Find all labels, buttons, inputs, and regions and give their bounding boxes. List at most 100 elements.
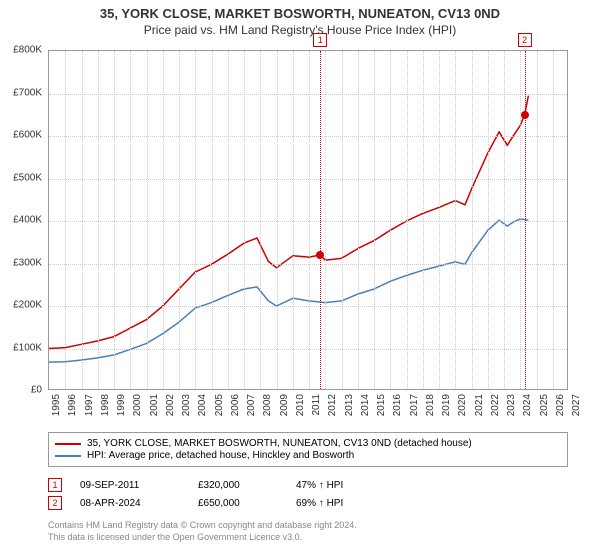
xtick-label: 2013 bbox=[344, 394, 355, 416]
xtick-label: 1998 bbox=[100, 394, 111, 416]
xtick-label: 2007 bbox=[246, 394, 257, 416]
xtick-label: 2011 bbox=[311, 394, 322, 416]
gridline-v bbox=[488, 51, 489, 389]
sale-vline bbox=[320, 51, 321, 389]
ytick-label: £800K bbox=[0, 45, 42, 56]
ytick-label: £300K bbox=[0, 257, 42, 268]
gridline-v bbox=[65, 51, 66, 389]
sale-marker-box: 2 bbox=[518, 33, 532, 47]
gridline-v bbox=[537, 51, 538, 389]
gridline-v bbox=[520, 51, 521, 389]
xtick-label: 2008 bbox=[262, 394, 273, 416]
sale-index-box: 1 bbox=[48, 478, 62, 492]
xtick-label: 2005 bbox=[214, 394, 225, 416]
sale-marker-box: 1 bbox=[313, 33, 327, 47]
xtick-label: 1999 bbox=[116, 394, 127, 416]
xtick-label: 2012 bbox=[327, 394, 338, 416]
xtick-label: 1995 bbox=[51, 394, 62, 416]
gridline-v bbox=[439, 51, 440, 389]
title-block: 35, YORK CLOSE, MARKET BOSWORTH, NUNEATO… bbox=[0, 0, 600, 39]
xtick-label: 2025 bbox=[539, 394, 550, 416]
footer: Contains HM Land Registry data © Crown c… bbox=[48, 520, 568, 543]
gridline-v bbox=[553, 51, 554, 389]
gridline-h bbox=[49, 306, 567, 307]
sale-price: £650,000 bbox=[198, 498, 278, 509]
gridline-v bbox=[130, 51, 131, 389]
gridline-v bbox=[472, 51, 473, 389]
ytick-label: £700K bbox=[0, 87, 42, 98]
legend: 35, YORK CLOSE, MARKET BOSWORTH, NUNEATO… bbox=[48, 432, 568, 467]
sale-row: 2 08-APR-2024 £650,000 69% ↑ HPI bbox=[48, 496, 568, 510]
sale-pct: 47% ↑ HPI bbox=[296, 480, 343, 491]
plot: 12 bbox=[48, 50, 568, 390]
xtick-label: 2001 bbox=[149, 394, 160, 416]
gridline-v bbox=[163, 51, 164, 389]
xtick-label: 1996 bbox=[67, 394, 78, 416]
sales-table: 109-SEP-2011£320,00047% ↑ HPI208-APR-202… bbox=[48, 474, 568, 514]
gridline-v bbox=[309, 51, 310, 389]
gridline-h bbox=[49, 94, 567, 95]
gridline-v bbox=[342, 51, 343, 389]
legend-swatch bbox=[55, 455, 81, 457]
legend-label: HPI: Average price, detached house, Hinc… bbox=[87, 450, 354, 461]
gridline-v bbox=[212, 51, 213, 389]
legend-row: 35, YORK CLOSE, MARKET BOSWORTH, NUNEATO… bbox=[55, 438, 561, 449]
gridline-h bbox=[49, 221, 567, 222]
footer-line-2: This data is licensed under the Open Gov… bbox=[48, 532, 568, 544]
gridline-v bbox=[114, 51, 115, 389]
sale-dot bbox=[521, 111, 529, 119]
xtick-label: 2026 bbox=[555, 394, 566, 416]
sale-price: £320,000 bbox=[198, 480, 278, 491]
xtick-label: 1997 bbox=[84, 394, 95, 416]
gridline-v bbox=[244, 51, 245, 389]
gridline-h bbox=[49, 136, 567, 137]
xtick-label: 2014 bbox=[360, 394, 371, 416]
ytick-label: £500K bbox=[0, 172, 42, 183]
series-line bbox=[49, 219, 528, 362]
xtick-label: 2003 bbox=[181, 394, 192, 416]
xtick-label: 2021 bbox=[474, 394, 485, 416]
xtick-label: 2017 bbox=[409, 394, 420, 416]
xtick-label: 2015 bbox=[376, 394, 387, 416]
chart-area: 12 £0£100K£200K£300K£400K£500K£600K£700K… bbox=[48, 50, 568, 390]
xtick-label: 2002 bbox=[165, 394, 176, 416]
gridline-v bbox=[179, 51, 180, 389]
gridline-v bbox=[98, 51, 99, 389]
gridline-v bbox=[423, 51, 424, 389]
xtick-label: 2016 bbox=[392, 394, 403, 416]
ytick-label: £0 bbox=[0, 385, 42, 396]
legend-swatch bbox=[55, 443, 81, 445]
legend-row: HPI: Average price, detached house, Hinc… bbox=[55, 450, 561, 461]
sale-pct: 69% ↑ HPI bbox=[296, 498, 343, 509]
gridline-v bbox=[407, 51, 408, 389]
xtick-label: 2027 bbox=[571, 394, 582, 416]
gridline-v bbox=[260, 51, 261, 389]
gridline-v bbox=[147, 51, 148, 389]
gridline-h bbox=[49, 264, 567, 265]
gridline-v bbox=[455, 51, 456, 389]
sale-dot bbox=[316, 251, 324, 259]
xtick-label: 2006 bbox=[230, 394, 241, 416]
gridline-v bbox=[82, 51, 83, 389]
ytick-label: £200K bbox=[0, 300, 42, 311]
gridline-v bbox=[504, 51, 505, 389]
xtick-label: 2019 bbox=[441, 394, 452, 416]
footer-line-1: Contains HM Land Registry data © Crown c… bbox=[48, 520, 568, 532]
xtick-label: 2010 bbox=[295, 394, 306, 416]
sale-date: 08-APR-2024 bbox=[80, 498, 180, 509]
xtick-label: 2024 bbox=[522, 394, 533, 416]
title-main: 35, YORK CLOSE, MARKET BOSWORTH, NUNEATO… bbox=[0, 6, 600, 21]
xtick-label: 2000 bbox=[132, 394, 143, 416]
title-sub: Price paid vs. HM Land Registry's House … bbox=[0, 23, 600, 37]
gridline-v bbox=[390, 51, 391, 389]
ytick-label: £100K bbox=[0, 342, 42, 353]
gridline-h bbox=[49, 349, 567, 350]
xtick-label: 2018 bbox=[425, 394, 436, 416]
series-line bbox=[49, 96, 528, 349]
sale-index-box: 2 bbox=[48, 496, 62, 510]
gridline-v bbox=[228, 51, 229, 389]
xtick-label: 2023 bbox=[506, 394, 517, 416]
gridline-v bbox=[277, 51, 278, 389]
xtick-label: 2004 bbox=[197, 394, 208, 416]
ytick-label: £600K bbox=[0, 130, 42, 141]
